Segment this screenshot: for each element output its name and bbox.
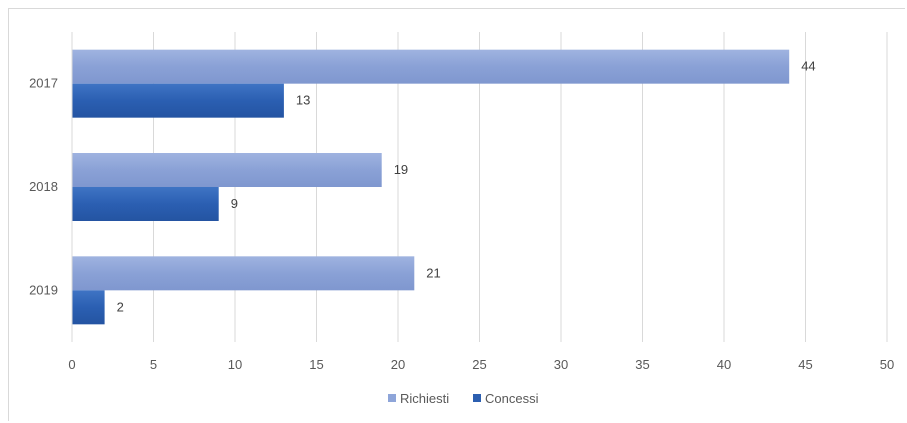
legend-label-richiesti: Richiesti <box>400 391 449 406</box>
data-label: 13 <box>296 93 310 108</box>
y-category-label: 2018 <box>29 179 58 194</box>
data-labels: 44 13 19 9 21 2 <box>117 59 816 315</box>
y-category-label: 2017 <box>29 76 58 91</box>
legend: Richiesti Concessi <box>388 391 539 406</box>
x-tick-label: 5 <box>150 357 157 372</box>
x-tick-label: 40 <box>717 357 731 372</box>
bar-richiesti-2019 <box>72 256 415 291</box>
x-tick-label: 50 <box>880 357 894 372</box>
x-tick-label: 30 <box>554 357 568 372</box>
legend-swatch-richiesti <box>388 394 396 402</box>
axes: 0 5 10 15 20 25 30 35 40 45 50 2017 2018 2019 <box>29 32 894 372</box>
x-tick-label: 35 <box>635 357 649 372</box>
bar-richiesti-2018 <box>72 153 382 187</box>
bars <box>72 49 790 325</box>
x-tick-label: 45 <box>798 357 812 372</box>
chart-frame <box>8 8 905 421</box>
x-tick-label: 10 <box>228 357 242 372</box>
data-label: 9 <box>231 196 238 211</box>
data-label: 2 <box>117 299 124 314</box>
x-tick-label: 15 <box>309 357 323 372</box>
bar-concessi-2019 <box>72 290 105 325</box>
legend-swatch-concessi <box>473 394 481 402</box>
data-label: 19 <box>394 162 408 177</box>
bar-concessi-2018 <box>72 187 219 221</box>
x-tick-label: 0 <box>68 357 75 372</box>
bar-concessi-2017 <box>72 83 284 118</box>
data-label: 21 <box>426 265 440 280</box>
x-tick-label: 25 <box>472 357 486 372</box>
x-tick-label: 20 <box>391 357 405 372</box>
y-category-label: 2019 <box>29 282 58 297</box>
bar-richiesti-2017 <box>72 49 790 84</box>
data-label: 44 <box>801 59 815 74</box>
legend-label-concessi: Concessi <box>485 391 539 406</box>
